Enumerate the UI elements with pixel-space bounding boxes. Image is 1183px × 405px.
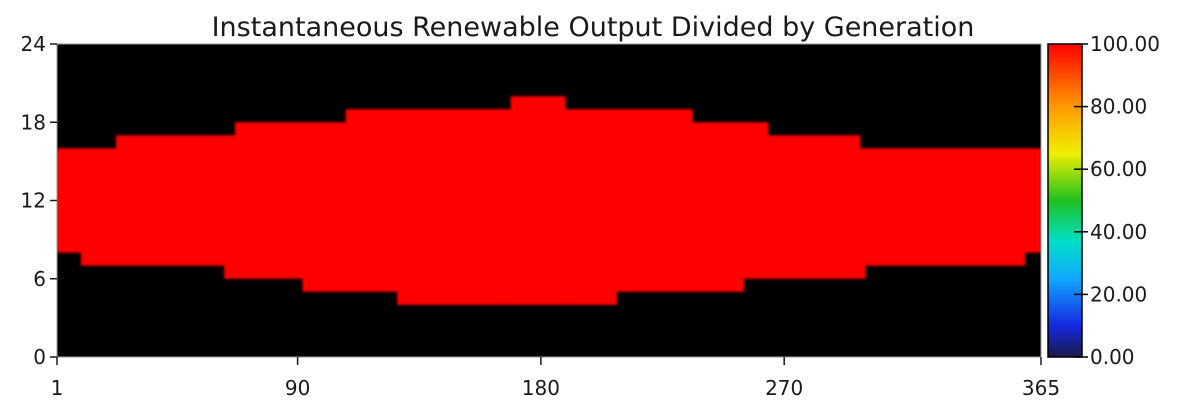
- y-tick-label: 6: [33, 267, 46, 291]
- y-tick-label: 18: [21, 110, 46, 134]
- heatmap-cell-band-1: [80, 148, 117, 266]
- heatmap-bands: [57, 96, 1041, 305]
- y-tick-label: 0: [33, 345, 46, 369]
- x-tick-label: 180: [522, 376, 560, 400]
- heatmap-cell-band-16: [1024, 148, 1041, 253]
- heatmap-cell-band-11: [691, 122, 745, 292]
- x-tick-label: 90: [285, 376, 310, 400]
- heatmap-cell-band-6: [345, 109, 399, 292]
- heatmap-cell-band-7: [397, 109, 512, 305]
- x-tick-label: 270: [765, 376, 803, 400]
- heatmap-cell-band-14: [859, 148, 866, 279]
- chart-title: Instantaneous Renewable Output Divided b…: [212, 12, 975, 43]
- colorbar-tick-label: 40.00: [1090, 220, 1147, 244]
- y-tick-label: 24: [21, 32, 46, 56]
- heatmap-cell-band-3: [224, 135, 236, 279]
- colorbar-ticks: 100.00 80.00 60.00 40.00 20.00 0.00: [1074, 32, 1160, 369]
- heatmap-cell-band-4: [234, 122, 304, 279]
- heatmap-cell-band-2: [115, 135, 226, 266]
- x-tick-label: 1: [51, 376, 64, 400]
- x-tick-label: 365: [1022, 376, 1060, 400]
- y-tick-label: 12: [21, 189, 46, 213]
- colorbar-tick-label: 80.00: [1090, 95, 1147, 119]
- heatmap-cell-band-10: [616, 109, 693, 292]
- colorbar-tick-label: 60.00: [1090, 157, 1147, 181]
- heatmap-cell-band-15: [864, 148, 1026, 266]
- heatmap-cell-band-0: [57, 148, 82, 253]
- colorbar-tick-label: 100.00: [1090, 32, 1160, 56]
- heatmap-cell-band-12: [743, 122, 769, 279]
- heatmap-cell-band-5: [302, 122, 347, 292]
- colorbar: [1047, 43, 1083, 358]
- axes: 0 6 12 18 24 1 90 180 270 365: [21, 32, 1061, 400]
- colorbar-tick-label: 20.00: [1090, 282, 1147, 306]
- colorbar-tick-label: 0.00: [1090, 345, 1135, 369]
- heatmap-cell-band-8: [510, 96, 566, 305]
- heatmap-cell-band-9: [564, 109, 618, 305]
- heatmap-cell-band-13: [767, 135, 861, 279]
